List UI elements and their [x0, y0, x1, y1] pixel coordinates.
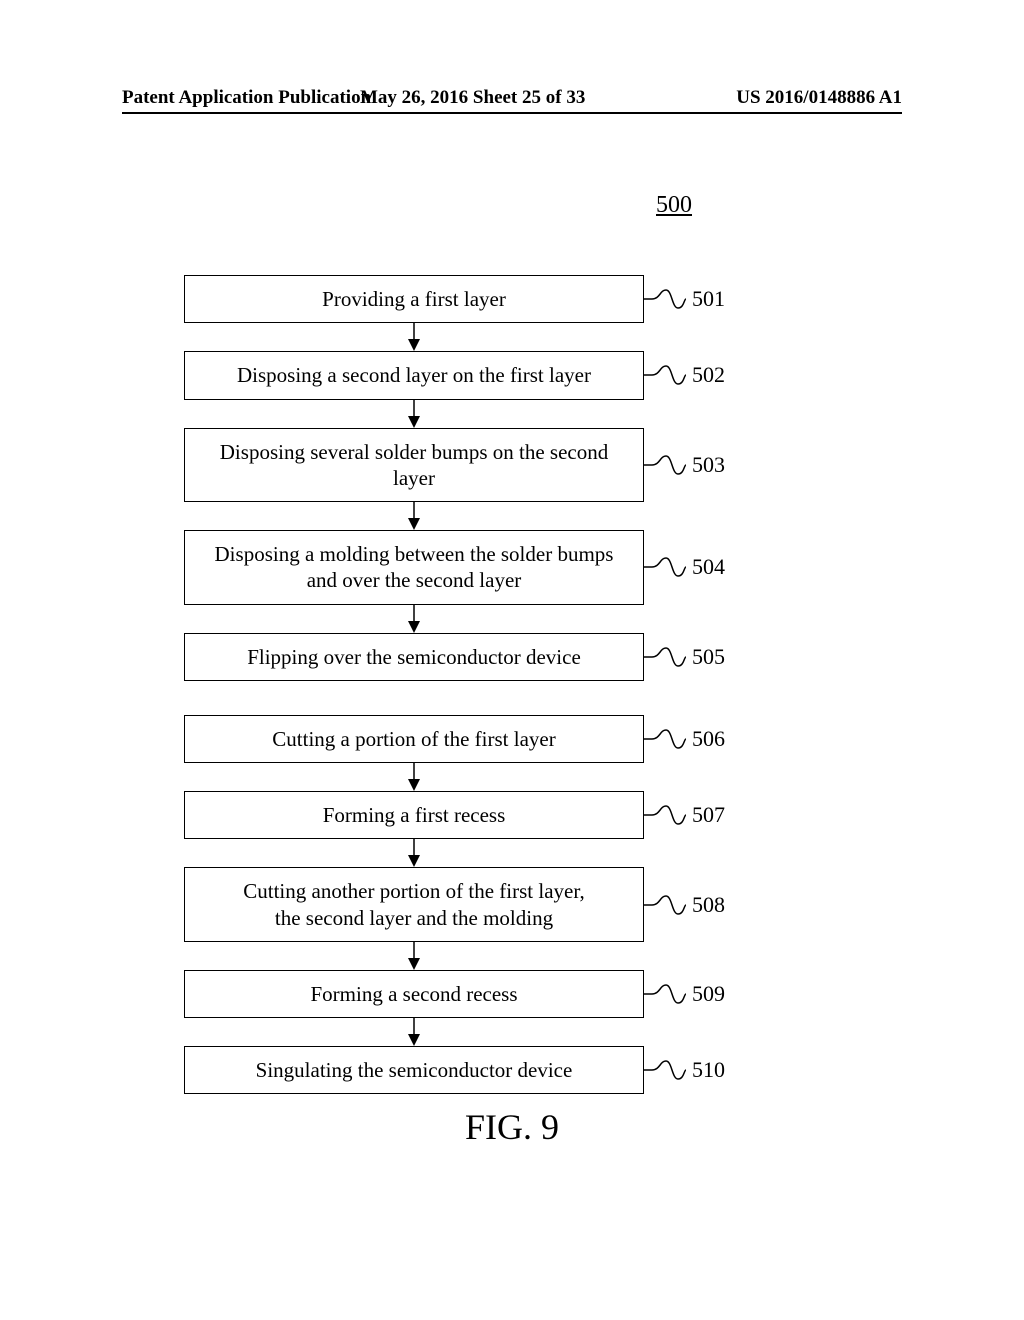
flow-arrow-icon — [184, 1018, 644, 1046]
flow-gap — [184, 681, 644, 715]
step-text: Disposing several solder bumps on the se… — [201, 439, 627, 492]
flow-arrow-icon — [184, 839, 644, 867]
flowchart-step-502: Disposing a second layer on the first la… — [164, 351, 700, 399]
header-patent-number: US 2016/0148886 A1 — [736, 87, 902, 109]
step-reference-label: 502 — [692, 362, 725, 388]
reference-connector: 506 — [644, 726, 725, 752]
figure-caption: FIG. 9 — [0, 1106, 1024, 1148]
figure-reference-number: 500 — [656, 192, 692, 219]
step-text: Forming a first recess — [323, 802, 506, 828]
reference-connector: 508 — [644, 892, 725, 918]
flow-arrow-icon — [184, 502, 644, 530]
flow-arrow-icon — [184, 605, 644, 633]
step-box: Providing a first layer — [184, 275, 644, 323]
step-reference-label: 506 — [692, 726, 725, 752]
flowchart-step-503: Disposing several solder bumps on the se… — [164, 428, 700, 503]
flow-arrow-icon — [184, 400, 644, 428]
step-text: Disposing a molding between the solder b… — [215, 541, 614, 594]
header-rule — [122, 112, 902, 114]
step-box: Disposing several solder bumps on the se… — [184, 428, 644, 503]
reference-connector: 504 — [644, 554, 725, 580]
step-text: Flipping over the semiconductor device — [247, 644, 581, 670]
flowchart-step-509: Forming a second recess509 — [164, 970, 700, 1018]
step-reference-label: 501 — [692, 286, 725, 312]
flow-arrow-icon — [184, 323, 644, 351]
reference-connector: 510 — [644, 1057, 725, 1083]
step-reference-label: 507 — [692, 802, 725, 828]
step-text: Singulating the semiconductor device — [256, 1057, 573, 1083]
flowchart-step-507: Forming a first recess507 — [164, 791, 700, 839]
reference-connector: 509 — [644, 981, 725, 1007]
step-box: Flipping over the semiconductor device — [184, 633, 644, 681]
header-date-sheet: May 26, 2016 Sheet 25 of 33 — [360, 87, 585, 109]
step-box: Cutting another portion of the first lay… — [184, 867, 644, 942]
step-text: Cutting another portion of the first lay… — [243, 878, 585, 931]
step-text: Providing a first layer — [322, 286, 506, 312]
flowchart-step-510: Singulating the semiconductor device510 — [164, 1046, 700, 1094]
step-text: Cutting a portion of the first layer — [272, 726, 555, 752]
reference-connector: 503 — [644, 452, 725, 478]
step-box: Forming a second recess — [184, 970, 644, 1018]
step-reference-label: 504 — [692, 554, 725, 580]
step-reference-label: 505 — [692, 644, 725, 670]
reference-connector: 507 — [644, 802, 725, 828]
step-reference-label: 503 — [692, 452, 725, 478]
step-reference-label: 509 — [692, 981, 725, 1007]
step-box: Forming a first recess — [184, 791, 644, 839]
flowchart-step-508: Cutting another portion of the first lay… — [164, 867, 700, 942]
step-box: Singulating the semiconductor device — [184, 1046, 644, 1094]
step-box: Disposing a molding between the solder b… — [184, 530, 644, 605]
page-header: Patent Application Publication May 26, 2… — [0, 87, 1024, 109]
header-publication: Patent Application Publication — [122, 87, 371, 109]
step-text: Forming a second recess — [310, 981, 517, 1007]
step-reference-label: 508 — [692, 892, 725, 918]
step-text: Disposing a second layer on the first la… — [237, 362, 591, 388]
flowchart-step-506: Cutting a portion of the first layer506 — [164, 715, 700, 763]
step-reference-label: 510 — [692, 1057, 725, 1083]
step-box: Cutting a portion of the first layer — [184, 715, 644, 763]
step-box: Disposing a second layer on the first la… — [184, 351, 644, 399]
reference-connector: 502 — [644, 362, 725, 388]
reference-connector: 501 — [644, 286, 725, 312]
flow-arrow-icon — [184, 942, 644, 970]
flowchart: Providing a first layer501 Disposing a se… — [164, 275, 700, 1094]
flow-arrow-icon — [184, 763, 644, 791]
reference-connector: 505 — [644, 644, 725, 670]
flowchart-step-505: Flipping over the semiconductor device50… — [164, 633, 700, 681]
flowchart-step-504: Disposing a molding between the solder b… — [164, 530, 700, 605]
flowchart-step-501: Providing a first layer501 — [164, 275, 700, 323]
